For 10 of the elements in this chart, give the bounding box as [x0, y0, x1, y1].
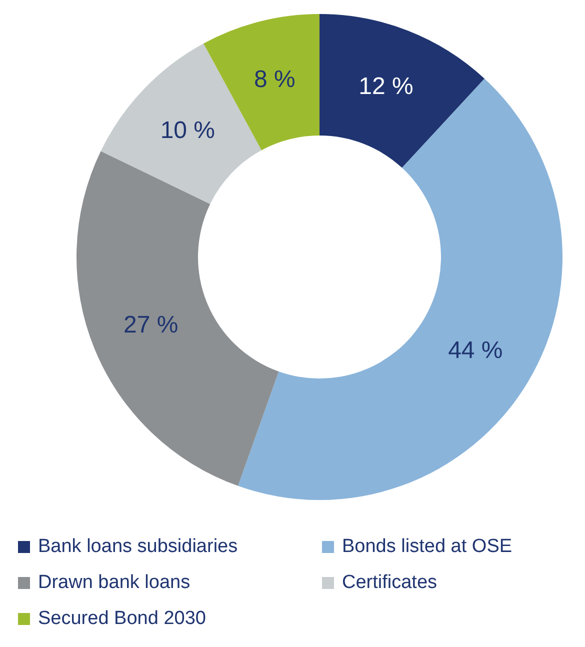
legend-label: Certificates [342, 572, 438, 594]
data-label: 44 % [448, 337, 503, 364]
data-label: 27 % [124, 312, 178, 339]
legend-label: Secured Bond 2030 [38, 608, 206, 630]
legend-label: Drawn bank loans [38, 572, 190, 594]
data-label: 8 % [254, 66, 296, 93]
data-label: 12 % [358, 72, 414, 100]
legend-label: Bank loans subsidiaries [38, 536, 238, 558]
data-label: 10 % [160, 116, 216, 144]
legend-label: Bonds listed at OSE [342, 536, 512, 558]
